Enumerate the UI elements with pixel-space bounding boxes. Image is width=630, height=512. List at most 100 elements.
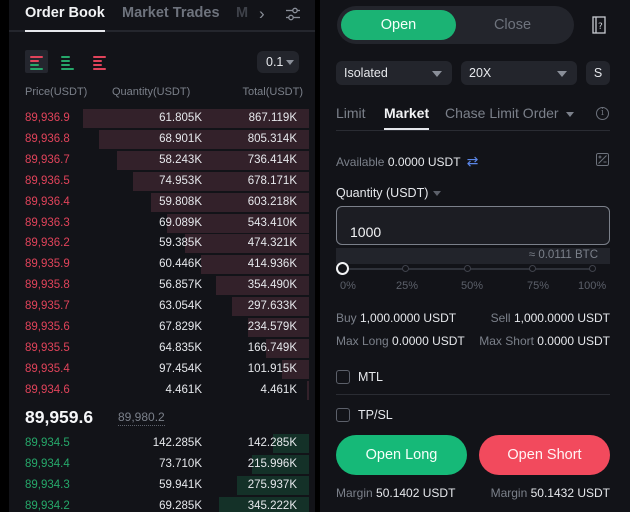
row-quantity: 59.808K [159,195,202,208]
depth-bar [248,318,309,337]
row-quantity: 63.054K [159,300,202,313]
slider-mark-75[interactable] [529,265,536,272]
row-price: 89,936.3 [25,216,70,229]
close-mode-button[interactable]: Close [493,17,532,33]
ask-row[interactable]: 89,934.6 4.461K 4.461K [9,380,309,400]
calculator-icon[interactable] [596,153,609,166]
tab-market-trades[interactable]: Market Trades [122,5,220,21]
ask-row[interactable]: 89,935.6 67.829K 234.579K [9,317,309,337]
ask-row[interactable]: 89,936.2 59.385K 474.321K [9,233,309,254]
depth-bar [266,338,309,358]
row-total: 474.321K [247,237,297,250]
caret-down-icon [557,71,567,77]
slider-label-100: 100% [578,280,607,292]
tab-limit[interactable]: Limit [336,105,366,121]
mtl-checkbox[interactable] [336,370,350,384]
ask-row[interactable]: 89,936.4 59.808K 603.218K [9,192,309,212]
view-asks-only-icon[interactable] [88,50,111,73]
open-mode-button[interactable]: Open [341,10,456,40]
last-price: 89,959.6 [25,407,94,427]
bid-row[interactable]: 89,934.3 59.941K 275.937K [9,475,309,495]
long-margin: Margin 50.1402 USDT [336,486,455,500]
mtl-label[interactable]: MTL [358,370,383,384]
row-price: 89,935.8 [25,279,70,292]
view-both-sides-icon[interactable] [25,50,48,73]
ask-row[interactable]: 89,935.9 60.446K 414.936K [9,254,309,275]
row-quantity: 74.953K [159,174,202,187]
margin-mode-value: Isolated [344,66,388,80]
buy-amount: Buy 1,000.0000 USDT [336,311,456,325]
guide-book-icon[interactable]: ? [592,16,606,34]
slider-mark-25[interactable] [402,265,409,272]
ask-row[interactable]: 89,935.5 64.835K 166.749K [9,338,309,358]
bid-row[interactable]: 89,934.4 73.710K 215.996K [9,454,309,474]
row-total: 215.996K [247,457,297,470]
btc-conversion: ≈ 0.0111 BTC [336,248,610,264]
depth-bar [133,171,309,191]
chevron-right-icon[interactable]: › [259,4,265,23]
view-bids-only-icon[interactable] [56,50,79,73]
depth-bar [99,129,309,149]
mark-price[interactable]: 89,980.2 [118,410,165,426]
depth-bar [307,380,309,400]
ask-row[interactable]: 89,936.5 74.953K 678.171K [9,171,309,191]
depth-bar [151,192,309,212]
open-short-button[interactable]: Open Short [479,435,610,475]
row-total: 867.119K [248,112,297,124]
slider-mark-100[interactable] [589,265,596,272]
tab-more-truncated[interactable]: M [236,5,249,21]
row-total: 414.936K [247,258,297,271]
tpsl-label[interactable]: TP/SL [358,408,393,422]
row-quantity: 64.835K [159,341,202,354]
depth-bar [232,297,309,317]
precision-dropdown[interactable]: 0.1 [257,51,299,73]
ask-row[interactable]: 89,936.8 68.901K 805.314K [9,129,309,149]
sell-value: 1,000.0000 USDT [513,311,610,325]
caret-down-icon [433,191,442,197]
quantity-input[interactable] [336,206,610,245]
tab-chase-limit-order[interactable]: Chase Limit Order [445,105,574,121]
tpsl-checkbox[interactable] [336,408,350,422]
info-icon[interactable]: i [596,107,609,120]
row-price: 89,936.5 [25,174,70,187]
settings-sliders-icon[interactable] [285,6,301,22]
bid-row[interactable]: 89,934.5 142.285K 142.285K [9,433,309,453]
tab-chase-limit-order-label: Chase Limit Order [445,105,559,121]
row-quantity: 68.901K [159,132,202,145]
svg-text:?: ? [598,22,603,32]
row-total: 603.218K [247,195,297,208]
short-margin-value: 50.1432 USDT [530,486,610,500]
open-long-button[interactable]: Open Long [336,435,467,475]
tab-order-book[interactable]: Order Book [25,5,105,32]
quantity-unit-dropdown[interactable]: Quantity (USDT) [336,186,442,200]
slider-mark-50[interactable] [464,265,471,272]
quantity-slider[interactable] [336,262,596,275]
row-price: 89,935.9 [25,258,70,271]
depth-bar [185,234,309,254]
position-mode-button[interactable]: S [586,61,610,85]
row-total: 4.461K [260,383,297,396]
margin-mode-dropdown[interactable]: Isolated [336,61,452,85]
ask-row[interactable]: 89,935.8 56.857K 354.490K [9,275,309,296]
ask-row[interactable]: 89,936.3 69.089K 543.410K [9,213,309,233]
slider-handle[interactable] [336,262,349,275]
row-quantity: 61.805K [159,112,202,124]
ask-row[interactable]: 89,935.7 63.054K 297.633K [9,296,309,317]
row-quantity: 73.710K [159,457,202,470]
ask-row[interactable]: 89,936.9 61.805K 867.119K [9,108,309,128]
leverage-dropdown[interactable]: 20X [461,61,577,85]
tab-market[interactable]: Market [384,105,430,130]
bid-row[interactable]: 89,934.2 69.285K 345.222K [9,496,309,512]
depth-bar [282,359,309,379]
row-quantity: 97.454K [159,362,202,375]
trade-form-panel: Open Close ? Isolated 20X S Limit Market… [320,0,630,512]
transfer-swap-icon[interactable]: ⇄ [466,153,479,169]
available-label: Available [336,155,385,169]
row-quantity: 69.089K [159,216,202,229]
column-header-total: Total(USDT) [242,86,303,98]
available-balance: Available 0.0000 USDT ⇄ [336,153,478,170]
ask-row[interactable]: 89,936.7 58.243K 736.414K [9,150,309,170]
row-quantity: 59.941K [159,478,202,491]
ask-row[interactable]: 89,935.4 97.454K 101.915K [9,359,309,379]
row-quantity: 60.446K [159,258,202,271]
